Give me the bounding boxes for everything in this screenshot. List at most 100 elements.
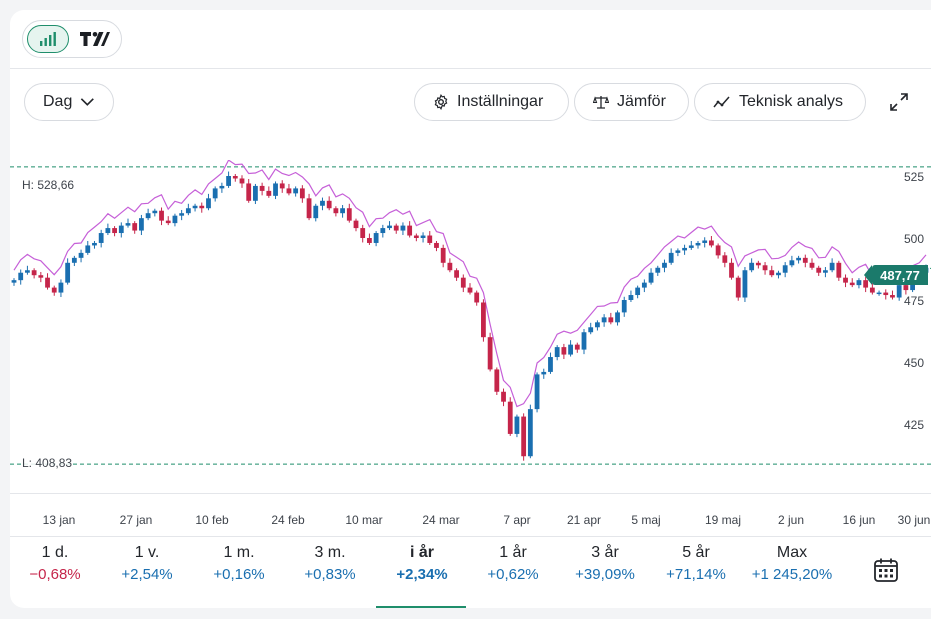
- candle-body: [709, 240, 714, 246]
- period-change: +0,16%: [213, 566, 265, 583]
- candle-body: [695, 242, 701, 246]
- candle-body: [326, 200, 332, 209]
- candle-body: [494, 369, 500, 392]
- x-tick: 24 feb: [271, 513, 305, 527]
- candle-body: [782, 265, 788, 273]
- candle-body: [92, 242, 97, 246]
- candle-body: [71, 257, 77, 263]
- candle-body: [755, 262, 761, 266]
- period-ytd[interactable]: i år +2,34%: [376, 544, 468, 583]
- expand-icon[interactable]: [888, 91, 910, 113]
- compare-series-line: [13, 160, 927, 408]
- candlestick-plot[interactable]: [10, 160, 931, 510]
- calendar-icon[interactable]: [872, 556, 900, 584]
- candle-body: [185, 208, 191, 214]
- candle-body: [454, 270, 459, 278]
- candle-body: [715, 245, 721, 256]
- candle-body: [534, 374, 540, 410]
- candle-body: [608, 317, 614, 323]
- candle-body: [199, 205, 205, 209]
- tradingview-logo-icon[interactable]: [75, 25, 115, 53]
- candle-body: [655, 267, 661, 273]
- period-5y[interactable]: 5 år +71,14%: [650, 544, 742, 583]
- candle-body: [434, 242, 439, 248]
- candle-body: [836, 262, 842, 278]
- candle-body: [742, 270, 748, 298]
- settings-button[interactable]: Inställningar: [414, 83, 569, 121]
- technical-analysis-label: Teknisk analys: [739, 93, 844, 110]
- candle-body: [353, 220, 359, 229]
- active-period-indicator: [376, 606, 466, 608]
- period-1m[interactable]: 1 m. +0,16%: [193, 544, 285, 583]
- candle-body: [641, 282, 647, 288]
- candle-body: [427, 235, 433, 243]
- candle-body: [662, 262, 667, 268]
- candle-body: [621, 300, 627, 313]
- candle-body: [440, 247, 446, 263]
- candle-body: [380, 228, 386, 234]
- period-label: 3 år: [591, 544, 619, 561]
- x-tick: 30 jun: [897, 513, 931, 527]
- candle-body: [843, 277, 848, 283]
- candle-body: [896, 285, 902, 298]
- candle-body: [145, 213, 151, 219]
- candle-body: [360, 228, 366, 238]
- period-label: i år: [409, 544, 434, 561]
- technical-analysis-button[interactable]: Teknisk analys: [694, 83, 866, 121]
- candle-body: [615, 312, 620, 323]
- candle-body: [829, 262, 835, 271]
- candle-body: [112, 228, 117, 234]
- candle-body: [682, 247, 687, 251]
- candle-body: [11, 280, 17, 283]
- period-1d[interactable]: 1 d. −0,68%: [10, 544, 101, 583]
- period-change: +0,62%: [487, 566, 539, 583]
- compare-button[interactable]: Jämför: [574, 83, 689, 121]
- x-axis-line: [10, 493, 931, 494]
- period-label: 1 d.: [41, 544, 69, 561]
- candle-body: [467, 287, 473, 293]
- candle-body: [849, 282, 855, 286]
- high-label: H: 528,66: [22, 178, 75, 192]
- candle-body: [367, 238, 372, 243]
- candle-body: [25, 270, 30, 273]
- bar-chart-icon[interactable]: [27, 25, 69, 53]
- candle-body: [876, 292, 882, 295]
- candle-body: [527, 409, 533, 457]
- period-change: −0,68%: [29, 566, 81, 583]
- interval-dropdown[interactable]: Dag: [24, 83, 114, 121]
- candle-body: [165, 220, 171, 224]
- period-1v[interactable]: 1 v. +2,54%: [101, 544, 193, 583]
- candle-body: [447, 262, 453, 271]
- period-change: +0,83%: [304, 566, 356, 583]
- period-3y[interactable]: 3 år +39,09%: [559, 544, 651, 583]
- y-tick: 450: [904, 356, 925, 370]
- candle-body: [581, 332, 587, 350]
- period-1y[interactable]: 1 år +0,62%: [467, 544, 559, 583]
- candle-body: [192, 205, 198, 209]
- candle-body: [675, 250, 681, 253]
- period-max[interactable]: Max +1 245,20%: [732, 544, 852, 583]
- candle-body: [635, 287, 641, 296]
- chart-type-toggle[interactable]: [22, 20, 122, 58]
- candle-body: [702, 240, 708, 243]
- candle-body: [595, 322, 600, 328]
- period-change: +71,14%: [666, 566, 726, 583]
- x-tick: 16 jun: [842, 513, 876, 527]
- candle-body: [313, 205, 319, 219]
- candle-body: [796, 257, 801, 261]
- candle-body: [152, 210, 158, 214]
- candle-body: [474, 292, 480, 303]
- candle-body: [769, 270, 775, 276]
- candle-body: [890, 295, 895, 298]
- trend-line-icon: [713, 96, 730, 108]
- candle-body: [98, 233, 104, 243]
- candle-body: [219, 185, 225, 189]
- candle-body: [18, 272, 24, 281]
- candle-body: [340, 208, 345, 214]
- scale-icon: [593, 96, 609, 109]
- candle-body: [118, 225, 124, 234]
- candle-body: [279, 183, 285, 189]
- candle-body: [648, 272, 654, 283]
- price-chart[interactable]: [10, 160, 931, 510]
- period-3m[interactable]: 3 m. +0,83%: [284, 544, 376, 583]
